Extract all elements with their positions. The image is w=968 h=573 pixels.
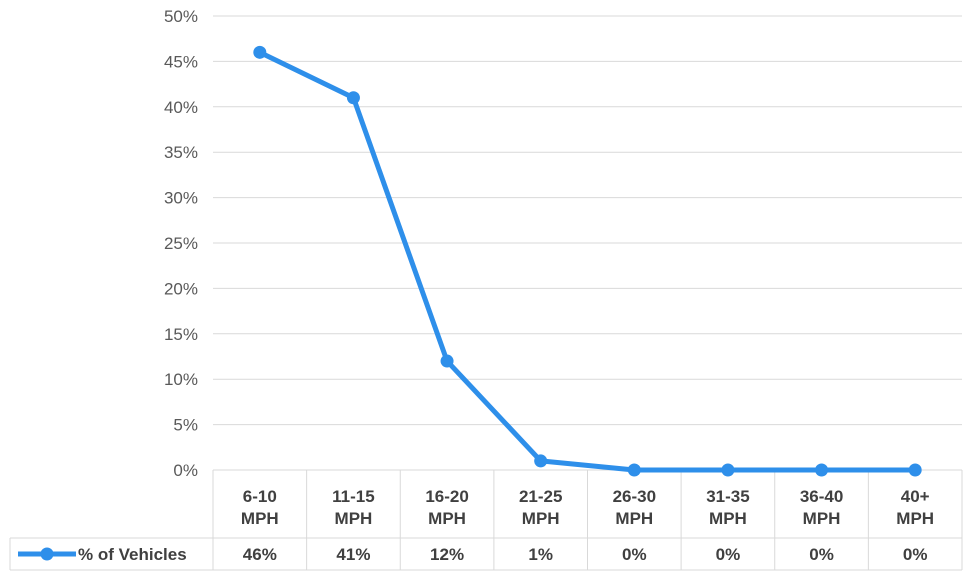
series-line-path	[257, 49, 918, 473]
y-tick-label: 0%	[173, 461, 198, 480]
data-point	[534, 454, 548, 468]
y-tick-label: 30%	[164, 189, 198, 208]
y-tick-label: 50%	[164, 7, 198, 26]
data-table-value: 41%	[336, 545, 370, 564]
x-category-label: 40+ MPH	[896, 487, 934, 528]
x-category-label: 36-40 MPH	[800, 487, 843, 528]
data-point	[627, 463, 641, 477]
data-table-value: 0%	[716, 545, 741, 564]
y-axis-ticks: 0% 5% 10% 15% 20% 25% 30% 35% 40% 45% 50%	[164, 7, 198, 480]
data-table-value: 0%	[622, 545, 647, 564]
y-tick-label: 20%	[164, 279, 198, 298]
data-table-value: 0%	[903, 545, 928, 564]
data-point	[440, 354, 454, 368]
data-point	[721, 463, 735, 477]
y-tick-label: 25%	[164, 234, 198, 253]
series-line	[253, 45, 922, 477]
legend-marker-key	[40, 547, 54, 561]
y-tick-label: 5%	[173, 416, 198, 435]
data-point	[346, 91, 360, 105]
x-category-label: 21-25 MPH	[519, 487, 562, 528]
data-table-value: 46%	[243, 545, 277, 564]
x-category-label: 6-10 MPH	[241, 487, 279, 528]
data-table-value: 0%	[809, 545, 834, 564]
x-category-label: 11-15 MPH	[332, 487, 375, 528]
data-table-value: 12%	[430, 545, 464, 564]
x-category-label: 31-35 MPH	[706, 487, 749, 528]
y-tick-label: 15%	[164, 325, 198, 344]
data-point	[253, 45, 267, 59]
y-tick-label: 40%	[164, 98, 198, 117]
data-point	[815, 463, 829, 477]
data-table-value: 1%	[528, 545, 553, 564]
x-category-label: 26-30 MPH	[613, 487, 656, 528]
gridlines	[213, 15, 962, 471]
x-category-label: 16-20 MPH	[425, 487, 468, 528]
legend-series-label: % of Vehicles	[78, 545, 187, 564]
data-point	[908, 463, 922, 477]
y-tick-label: 10%	[164, 370, 198, 389]
y-tick-label: 45%	[164, 52, 198, 71]
data-table: 6-10 MPH 11-15 MPH 16-20 MPH 21-25 MPH 26-30 MPH 3…	[9, 470, 963, 571]
y-tick-label: 35%	[164, 143, 198, 162]
